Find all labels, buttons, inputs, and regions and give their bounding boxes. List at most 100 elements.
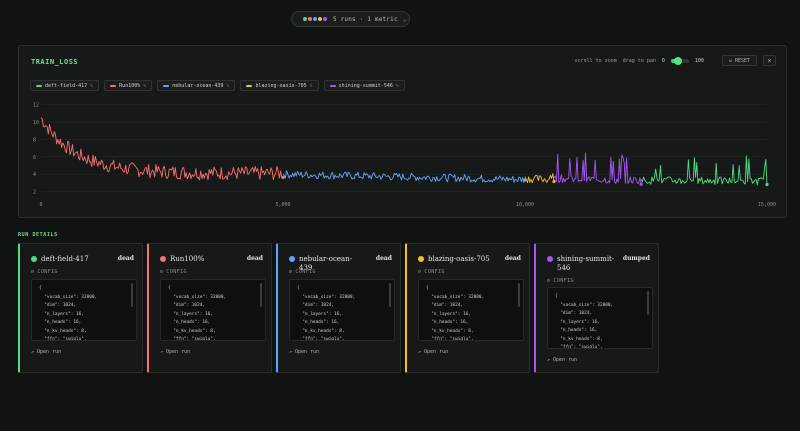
config-line: "n_heads": 16, (555, 328, 598, 333)
run-name-wrap: shining-summit-546 (547, 255, 621, 273)
config-code-box[interactable]: { "vocab_size": 32000, "dim": 1024, "n_l… (31, 279, 137, 341)
run-color-dot (289, 256, 295, 262)
run-name-wrap: nebular-ocean-439 (289, 255, 363, 273)
config-label: CONFIG (553, 278, 574, 284)
scrollbar[interactable] (131, 283, 133, 307)
scrollbar[interactable] (647, 291, 649, 315)
config-line: "n_heads": 16, (426, 320, 469, 325)
x-tick-label: 5,000 (275, 202, 290, 208)
scrollbar[interactable] (518, 283, 520, 307)
config-code-box[interactable]: { "vocab_size": 32000, "dim": 1024, "n_l… (289, 279, 395, 341)
config-line: "n_layers": 16, (39, 311, 84, 317)
external-link-icon: ↗ (160, 349, 164, 355)
open-run-link[interactable]: ↗ Open run (418, 349, 448, 355)
config-line: "dim": 1024, (555, 311, 593, 316)
legend-item[interactable]: Run100% ✎ (104, 80, 153, 91)
run-color-dot (418, 256, 424, 262)
config-line: { (168, 286, 171, 291)
scrollbar[interactable] (389, 283, 391, 307)
config-line: "n_kv_heads": 8, (555, 336, 603, 342)
smoothing-slider[interactable] (670, 56, 689, 65)
series-line-blazing-oasis-705 (524, 173, 555, 184)
legend-item[interactable]: nebular-ocean-439 ✎ (157, 80, 236, 91)
y-tick-label: 2 (33, 190, 36, 196)
run-color-dots (302, 16, 328, 22)
config-code-box[interactable]: { "vocab_size": 32000, "dim": 1024, "n_l… (418, 279, 524, 341)
config-toggle[interactable]: ⚙ CONFIG (160, 269, 187, 275)
reset-button[interactable]: ↺ RESET (721, 55, 757, 66)
run-status: dead (117, 255, 134, 262)
close-icon[interactable]: × (763, 55, 776, 66)
edit-icon[interactable]: ✎ (90, 82, 94, 89)
edit-icon[interactable]: ✎ (309, 82, 313, 89)
external-link-icon: ↗ (289, 349, 293, 355)
edit-icon[interactable]: ✎ (226, 82, 230, 89)
series-line-nebular-ocean-439 (282, 170, 526, 183)
config-label: CONFIG (166, 269, 187, 275)
open-run-link[interactable]: ↗ Open run (160, 349, 190, 355)
scrollbar[interactable] (260, 283, 262, 307)
chart-panel: TRAIN_LOSS scroll to zoom drag to pan 0 … (18, 45, 787, 218)
legend-swatch (36, 84, 42, 87)
config-line: "dim": 1024, (297, 303, 335, 308)
y-tick-label: 12 (33, 103, 39, 109)
run-status: dead (246, 255, 263, 262)
config-line: "ffn": "swiglu", (426, 337, 474, 341)
config-line: "ffn": "swiglu", (39, 337, 87, 341)
open-run-label: Open run (295, 349, 320, 355)
edit-icon[interactable]: ✎ (395, 82, 399, 89)
chart-controls: scroll to zoom drag to pan 0 100 ↺ RESET… (575, 55, 776, 66)
config-line: "vocab_size": 32000, (39, 294, 98, 300)
slider-min-label: 0 (661, 57, 665, 64)
series-line-deft-field-417 (640, 155, 768, 186)
x-tick-label: 10,000 (516, 202, 534, 208)
run-card-header: nebular-ocean-439 dead (289, 255, 392, 273)
open-run-label: Open run (424, 349, 449, 355)
legend-label: shining-summit-546 (338, 82, 393, 89)
open-run-label: Open run (166, 349, 191, 355)
config-line: "n_heads": 16, (39, 320, 82, 325)
run-card-header: Run100% dead (160, 255, 263, 264)
series-line-Run100% (40, 117, 284, 181)
legend-item[interactable]: shining-summit-546 ✎ (323, 80, 405, 91)
open-run-link[interactable]: ↗ Open run (547, 357, 577, 363)
runs-summary-text: 5 runs · 1 metric (333, 15, 398, 23)
config-line: "dim": 1024, (426, 303, 464, 308)
config-toggle[interactable]: ⚙ CONFIG (31, 269, 58, 275)
train-loss-chart[interactable]: 2 4 6 8 10 12 0 5,000 10,000 15,000 (19, 46, 788, 219)
chart-title: TRAIN_LOSS (31, 58, 79, 66)
run-card: Run100% dead ⚙ CONFIG { "vocab_size": 32000,… (147, 243, 272, 373)
run-color-dot (31, 256, 37, 262)
config-label: CONFIG (295, 269, 316, 275)
open-run-link[interactable]: ↗ Open run (31, 349, 61, 355)
gear-icon: ⚙ (31, 269, 35, 275)
legend-label: Run100% (119, 82, 141, 89)
config-code-box[interactable]: { "vocab_size": 32000, "dim": 1024, "n_l… (160, 279, 266, 341)
config-toggle[interactable]: ⚙ CONFIG (418, 269, 445, 275)
config-line: { (555, 294, 558, 299)
config-line: "dim": 1024, (39, 303, 77, 308)
config-line: "ffn": "swiglu", (168, 337, 216, 341)
config-line: "n_heads": 16, (297, 320, 340, 325)
config-line: "n_layers": 16, (168, 311, 213, 317)
external-link-icon: ↗ (31, 349, 35, 355)
slider-handle[interactable] (673, 56, 682, 65)
open-run-link[interactable]: ↗ Open run (289, 349, 319, 355)
run-color-dot (160, 256, 166, 262)
config-toggle[interactable]: ⚙ CONFIG (289, 269, 316, 275)
run-color-dot (322, 16, 328, 22)
config-line: "n_kv_heads": 8, (426, 328, 474, 334)
legend-swatch (110, 84, 117, 87)
config-line: "vocab_size": 32000, (426, 294, 485, 300)
run-status: dumped (622, 255, 650, 262)
run-card: nebular-ocean-439 dead ⚙ CONFIG { "vocab_siz… (276, 243, 401, 373)
legend-swatch (329, 84, 336, 87)
config-toggle[interactable]: ⚙ CONFIG (547, 278, 574, 284)
config-code-box[interactable]: { "vocab_size": 32000, "dim": 1024, "n_l… (547, 287, 653, 349)
legend-item[interactable]: deft-field-417 ✎ (30, 80, 100, 91)
runs-summary-pill[interactable]: 5 runs · 1 metric ⌄ (291, 11, 410, 27)
gear-icon: ⚙ (418, 269, 422, 275)
config-line: "ffn": "swiglu", (555, 345, 603, 349)
edit-icon[interactable]: ✎ (143, 82, 147, 89)
legend-item[interactable]: blazing-oasis-705 ✎ (240, 80, 319, 91)
